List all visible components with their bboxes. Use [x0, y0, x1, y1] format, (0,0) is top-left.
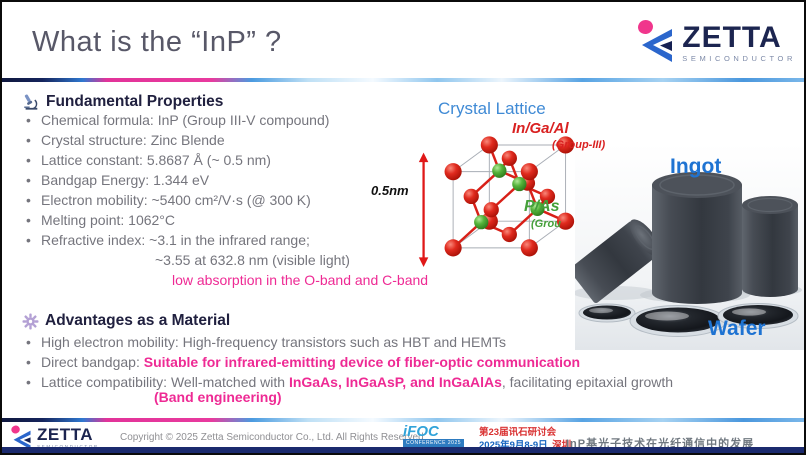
highlight-text: InGaAs, InGaAsP, and InGaAlAs — [288, 374, 502, 390]
bullet-item: High electron mobility: High-frequency t… — [24, 332, 673, 352]
ifoc-logo: iFOC CONFERENCE 2025 — [403, 423, 465, 447]
section-heading-fundamental: Fundamental Properties — [46, 93, 224, 110]
refractive-continuation: ~3.55 at 632.8 nm (visible light) — [155, 252, 350, 268]
title-divider — [2, 78, 804, 82]
bullet-item: Melting point: 1062°C — [24, 210, 329, 230]
advantages-bullet-list: High electron mobility: High-frequency t… — [24, 332, 673, 392]
microscope-icon — [24, 94, 38, 110]
bottom-bar — [2, 447, 804, 453]
bullet-item: Bandgap Energy: 1.344 eV — [24, 170, 329, 190]
bullet-item: Lattice compatibility: Well-matched with… — [24, 372, 673, 392]
bullet-item: Chemical formula: InP (Group III-V compo… — [24, 110, 329, 130]
conference-info: 第23届讯石研讨会 2025年9月8-9日 深圳 — [479, 427, 571, 451]
absorption-note: low absorption in the O-band and C-band — [172, 272, 429, 288]
page-title: What is the “InP” ? — [32, 26, 282, 58]
ifoc-logo-text: iFOC — [403, 423, 439, 440]
ingot-wafer-photo — [575, 143, 804, 350]
scale-arrow-icon — [418, 152, 429, 267]
conference-city: 深圳 — [552, 440, 572, 451]
crystal-lattice-diagram — [418, 136, 575, 267]
ingot-label: Ingot — [670, 155, 722, 178]
ifoc-conference-badge: CONFERENCE 2025 — [403, 439, 465, 447]
scale-label: 0.5nm — [371, 183, 409, 198]
footer-zetta-logo: ZETTA SEMICONDUCTOR — [10, 425, 99, 451]
group3-label: In/Ga/Al — [512, 120, 569, 137]
group3-sublabel: (Group-III) — [552, 139, 606, 151]
zetta-logo-mark-icon — [638, 19, 673, 62]
bullet-item: Electron mobility: ~5400 cm²/V·s (@ 300 … — [24, 190, 329, 210]
zetta-logo-mark-icon — [11, 425, 31, 450]
zetta-logo: ZETTA SEMICONDUCTOR — [636, 19, 796, 65]
bullet-item: Lattice constant: 5.8687 Å (~ 0.5 nm) — [24, 150, 329, 170]
footer-divider — [2, 418, 804, 422]
group5-label: P/As — [524, 198, 560, 215]
conference-name: 第23届讯石研讨会 — [479, 427, 557, 438]
group5-sublabel: (Grou — [531, 218, 561, 230]
band-engineering-note: (Band engineering) — [154, 389, 282, 405]
copyright-text: Copyright © 2025 Zetta Semiconductor Co.… — [120, 432, 424, 443]
crystal-lattice-title: Crystal Lattice — [438, 99, 546, 118]
footer-logo-subtext: SEMICONDUCTOR — [37, 443, 99, 449]
bullet-item: Crystal structure: Zinc Blende — [24, 130, 329, 150]
bullet-item: Refractive index: ~3.1 in the infrared r… — [24, 230, 329, 250]
conference-date: 2025年9月8-9日 — [479, 440, 548, 451]
fundamental-bullet-list: Chemical formula: InP (Group III-V compo… — [24, 110, 329, 250]
section-heading-advantages: Advantages as a Material — [45, 312, 231, 329]
section-fundamental-header: Fundamental Properties — [22, 93, 223, 111]
zetta-logo-text: ZETTA — [682, 21, 782, 54]
highlight-text: Suitable for infrared-emitting device of… — [143, 354, 581, 370]
bullet-item: Direct bandgap: Suitable for infrared-em… — [24, 352, 673, 372]
footer-logo-text: ZETTA — [37, 424, 94, 444]
zetta-logo-subtext: SEMICONDUCTOR — [682, 54, 796, 63]
section-advantages-header: Advantages as a Material — [22, 312, 230, 330]
wafer-label: Wafer — [708, 317, 766, 340]
gear-icon — [22, 313, 39, 329]
